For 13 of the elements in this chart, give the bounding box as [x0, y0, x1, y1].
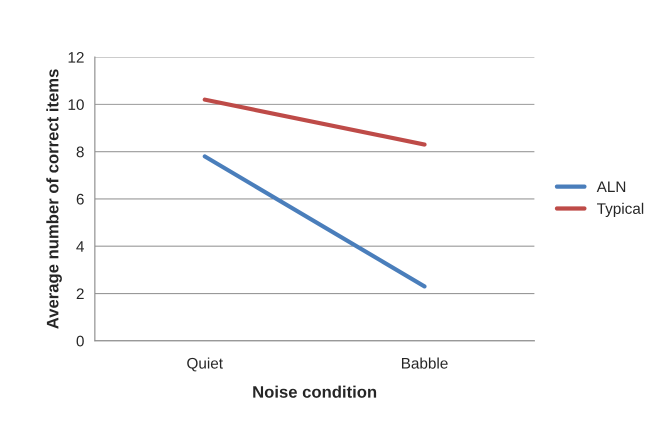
- y-tick-label: 10: [68, 99, 84, 110]
- y-axis-title: Average number of correct items: [46, 69, 62, 329]
- x-axis-title: Noise condition: [253, 386, 376, 398]
- y-tick-label: 2: [76, 288, 84, 300]
- y-tick-label: 0: [76, 336, 84, 346]
- y-tick-label: 6: [76, 194, 84, 205]
- y-tick-label: 4: [76, 241, 84, 252]
- y-tick-label: 8: [76, 146, 84, 158]
- y-tick-label: 12: [68, 52, 84, 63]
- legend-label: ALN: [596, 181, 626, 192]
- legend-label: Typical: [597, 202, 644, 218]
- x-tick-label: Quiet: [187, 357, 223, 372]
- x-tick-label: Babble: [402, 357, 448, 369]
